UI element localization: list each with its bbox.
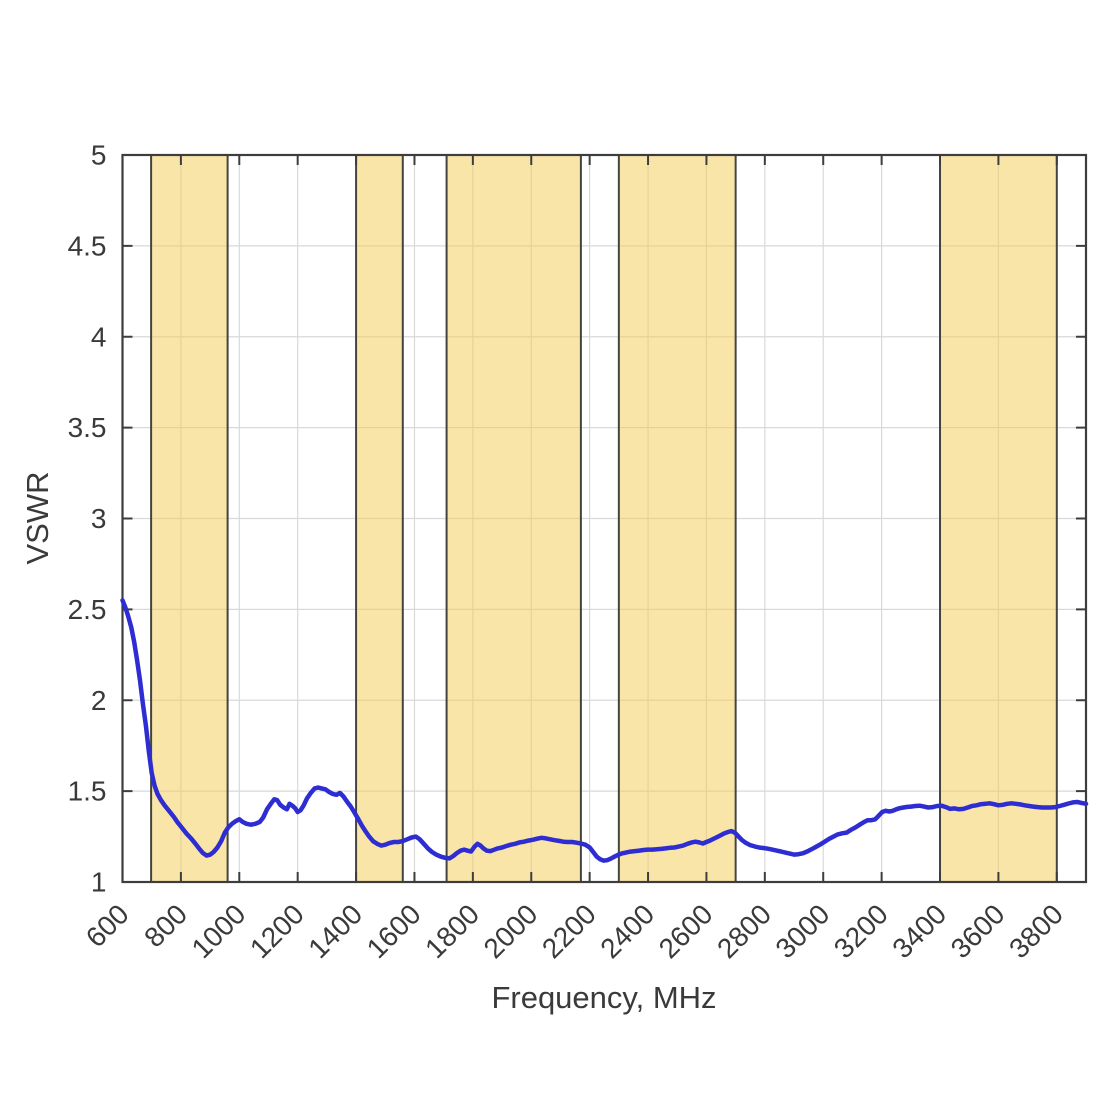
highlight-band: [355, 154, 404, 883]
y-axis-title: VSWR: [20, 471, 55, 565]
x-tick-label: 800: [138, 898, 193, 953]
y-tick-label: 3: [91, 503, 107, 534]
x-tick-label: 1200: [244, 898, 310, 964]
highlight-band: [445, 154, 582, 883]
highlight-band: [617, 154, 737, 883]
x-tick-label: 2000: [478, 898, 544, 964]
x-tick-label: 600: [80, 898, 135, 953]
y-tick-label: 4: [91, 321, 107, 352]
vswr-curve: [120, 598, 1089, 863]
x-tick-label: 1400: [302, 898, 368, 964]
x-tick-label: 3800: [1003, 898, 1069, 964]
x-tick-label: 1600: [361, 898, 427, 964]
x-tick-label: 2600: [653, 898, 719, 964]
x-tick-label: 3400: [886, 898, 952, 964]
y-tick-label: 2.5: [68, 594, 107, 625]
y-tick-label: 1.5: [68, 776, 107, 807]
x-tick-label: 2800: [711, 898, 777, 964]
x-tick-label: 3000: [769, 898, 835, 964]
x-axis-title: Frequency, MHz: [491, 980, 717, 1015]
y-tick-label: 2: [91, 685, 107, 716]
y-tick-label: 1: [91, 867, 107, 898]
x-tick-label: 1000: [186, 898, 252, 964]
axes-frame: [121, 153, 1088, 884]
x-tick-label: 3600: [945, 898, 1011, 964]
highlight-band: [939, 154, 1058, 883]
y-tick-label: 3.5: [68, 412, 107, 443]
highlight-band: [150, 154, 229, 883]
y-tick-label: 4.5: [68, 230, 107, 261]
x-tick-label: 2400: [594, 898, 660, 964]
x-tick-label: 2200: [536, 898, 602, 964]
x-tick-label: 3200: [828, 898, 894, 964]
x-tick-label: 1800: [419, 898, 485, 964]
y-tick-label: 5: [91, 140, 107, 171]
